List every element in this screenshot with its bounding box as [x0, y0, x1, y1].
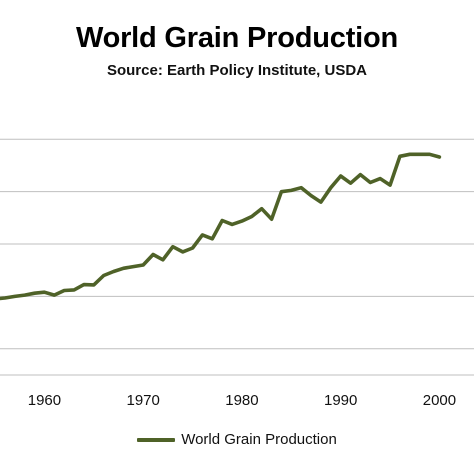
series-line-0 [0, 152, 442, 301]
chart-subtitle: Source: Earth Policy Institute, USDA [106, 62, 368, 79]
legend: World Grain Production [0, 431, 474, 448]
legend-label: World Grain Production [181, 431, 337, 448]
gridlines [0, 138, 474, 350]
x-tick-label-1970: 1970 [127, 392, 160, 409]
x-tick-label-1960: 1960 [28, 392, 61, 409]
x-tick-label-2000: 2000 [423, 392, 456, 409]
series-layer [0, 152, 442, 301]
chart-title: World Grain Production [75, 22, 399, 54]
x-axis: 1960 1970 1980 1990 2000 [0, 374, 474, 409]
x-tick-label-1980: 1980 [225, 392, 258, 409]
x-tick-label-1990: 1990 [324, 392, 357, 409]
legend-swatch [137, 437, 176, 442]
